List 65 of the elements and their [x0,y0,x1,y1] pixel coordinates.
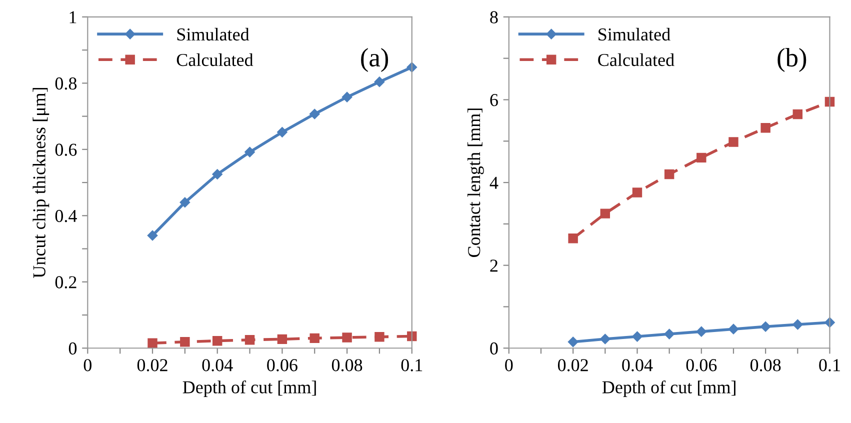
y-axis-title: Uncut chip thickness [μm] [32,88,50,278]
point [728,324,739,334]
point [147,230,158,241]
point [568,234,578,244]
legend-label: Calculated [598,53,674,66]
point [760,321,771,332]
x-tick-label: 0.1 [819,359,840,372]
point [244,334,255,345]
point [696,326,707,337]
x-tick-label: 0.06 [267,359,298,372]
point [244,146,255,158]
legend-label: Simulated [177,28,250,41]
point [600,208,610,218]
y-tick-label: 0.6 [55,144,77,156]
point [374,76,385,87]
point [180,197,190,208]
x-tick-label: 0.1 [401,359,422,372]
y-axis-title: Contact length [mm] [467,108,484,257]
point [792,109,803,120]
y-tick-label: 0.8 [55,77,77,90]
x-tick-label: 0.06 [686,359,717,372]
point [342,92,352,102]
legend-label: Calculated [176,53,254,66]
point [728,137,738,147]
point [600,334,610,344]
annotation: (a) [361,48,388,72]
y-tick-label: 4 [490,176,498,189]
point [632,331,642,342]
y-tick-label: 6 [490,94,498,106]
point [792,319,803,330]
point [696,152,706,163]
annotation: (b) [778,48,806,72]
y-tick-label: 1 [70,11,76,24]
x-tick-label: 0.04 [622,359,653,372]
point [212,336,222,346]
y-tick-label: 0.4 [55,210,77,222]
x-tick-label: 0.02 [137,359,168,372]
point [277,334,288,344]
point [310,333,320,344]
x-axis-title: Depth of cut [mm] [602,380,736,398]
y-tick-label: 0.2 [55,276,76,288]
point [180,336,190,347]
point [664,328,674,340]
point [277,127,288,138]
y-tick-label: 0 [68,342,77,355]
x-tick-label: 0.04 [202,359,233,372]
x-tick-label: 0.08 [750,359,781,372]
point [342,332,352,342]
y-tick-label: 8 [490,11,498,24]
x-tick-label: 0 [84,359,92,372]
point [568,336,578,348]
x-axis-title: Depth of cut [mm] [182,380,316,398]
point [212,169,222,180]
point [374,332,384,342]
x-tick-label: 0 [505,359,513,372]
legend-label: Simulated [598,28,670,41]
point [760,123,770,133]
point [664,169,674,180]
x-tick-label: 0.08 [332,359,362,372]
point [632,188,642,198]
point [310,108,320,120]
point [148,338,158,348]
x-tick-label: 0.02 [558,359,588,372]
y-tick-label: 0 [490,342,498,355]
y-tick-label: 2 [490,260,498,272]
